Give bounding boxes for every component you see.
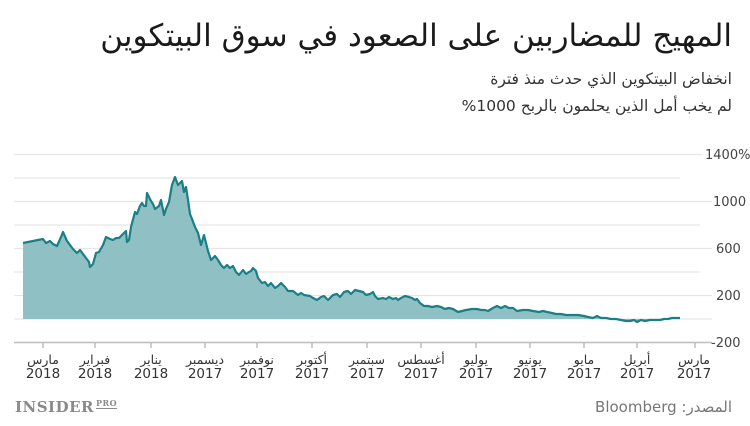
x-label: أكتوبر 2017 <box>294 352 330 382</box>
x-label: نوفمبر 2017 <box>239 352 275 382</box>
chart-title: المهيج للمضاربين على الصعود في سوق البيت… <box>100 18 732 54</box>
x-label: ديسمبر 2017 <box>185 352 225 382</box>
area-fill <box>23 177 680 322</box>
insider-pro-logo: INSIDER PRO <box>15 398 118 416</box>
y-tick-1000: 1000 <box>713 195 746 210</box>
area-chart: 1400% 1000 600 200 -200 <box>14 148 750 351</box>
x-label: مايو 2017 <box>566 352 602 382</box>
source-note: المصدر: Bloomberg <box>595 398 732 416</box>
y-tick-neg200: -200 <box>711 336 741 351</box>
x-axis <box>14 341 712 348</box>
x-label: يونيو 2017 <box>512 352 548 382</box>
x-label: أبريل 2017 <box>619 352 655 382</box>
x-label: مارس 2018 <box>25 352 61 382</box>
chart-subtitle-line2: لم يخب أمل الذين يحلمون بالربح 1000% <box>461 97 732 115</box>
chart-subtitle-line1: انخفاض البيتكوين الذي حدث منذ فترة <box>490 70 732 88</box>
y-tick-200: 200 <box>716 289 741 304</box>
x-label: سبتمبر 2017 <box>349 352 385 382</box>
x-label: أغسطس 2017 <box>397 352 445 382</box>
y-tick-1400: 1400% <box>705 148 750 163</box>
data-line <box>22 175 680 324</box>
x-label: مارس 2017 <box>676 352 712 382</box>
x-label: فبراير 2018 <box>77 352 113 382</box>
x-label: يوليو 2017 <box>458 352 494 382</box>
y-tick-600: 600 <box>716 242 741 257</box>
x-label: يناير 2018 <box>133 352 169 382</box>
